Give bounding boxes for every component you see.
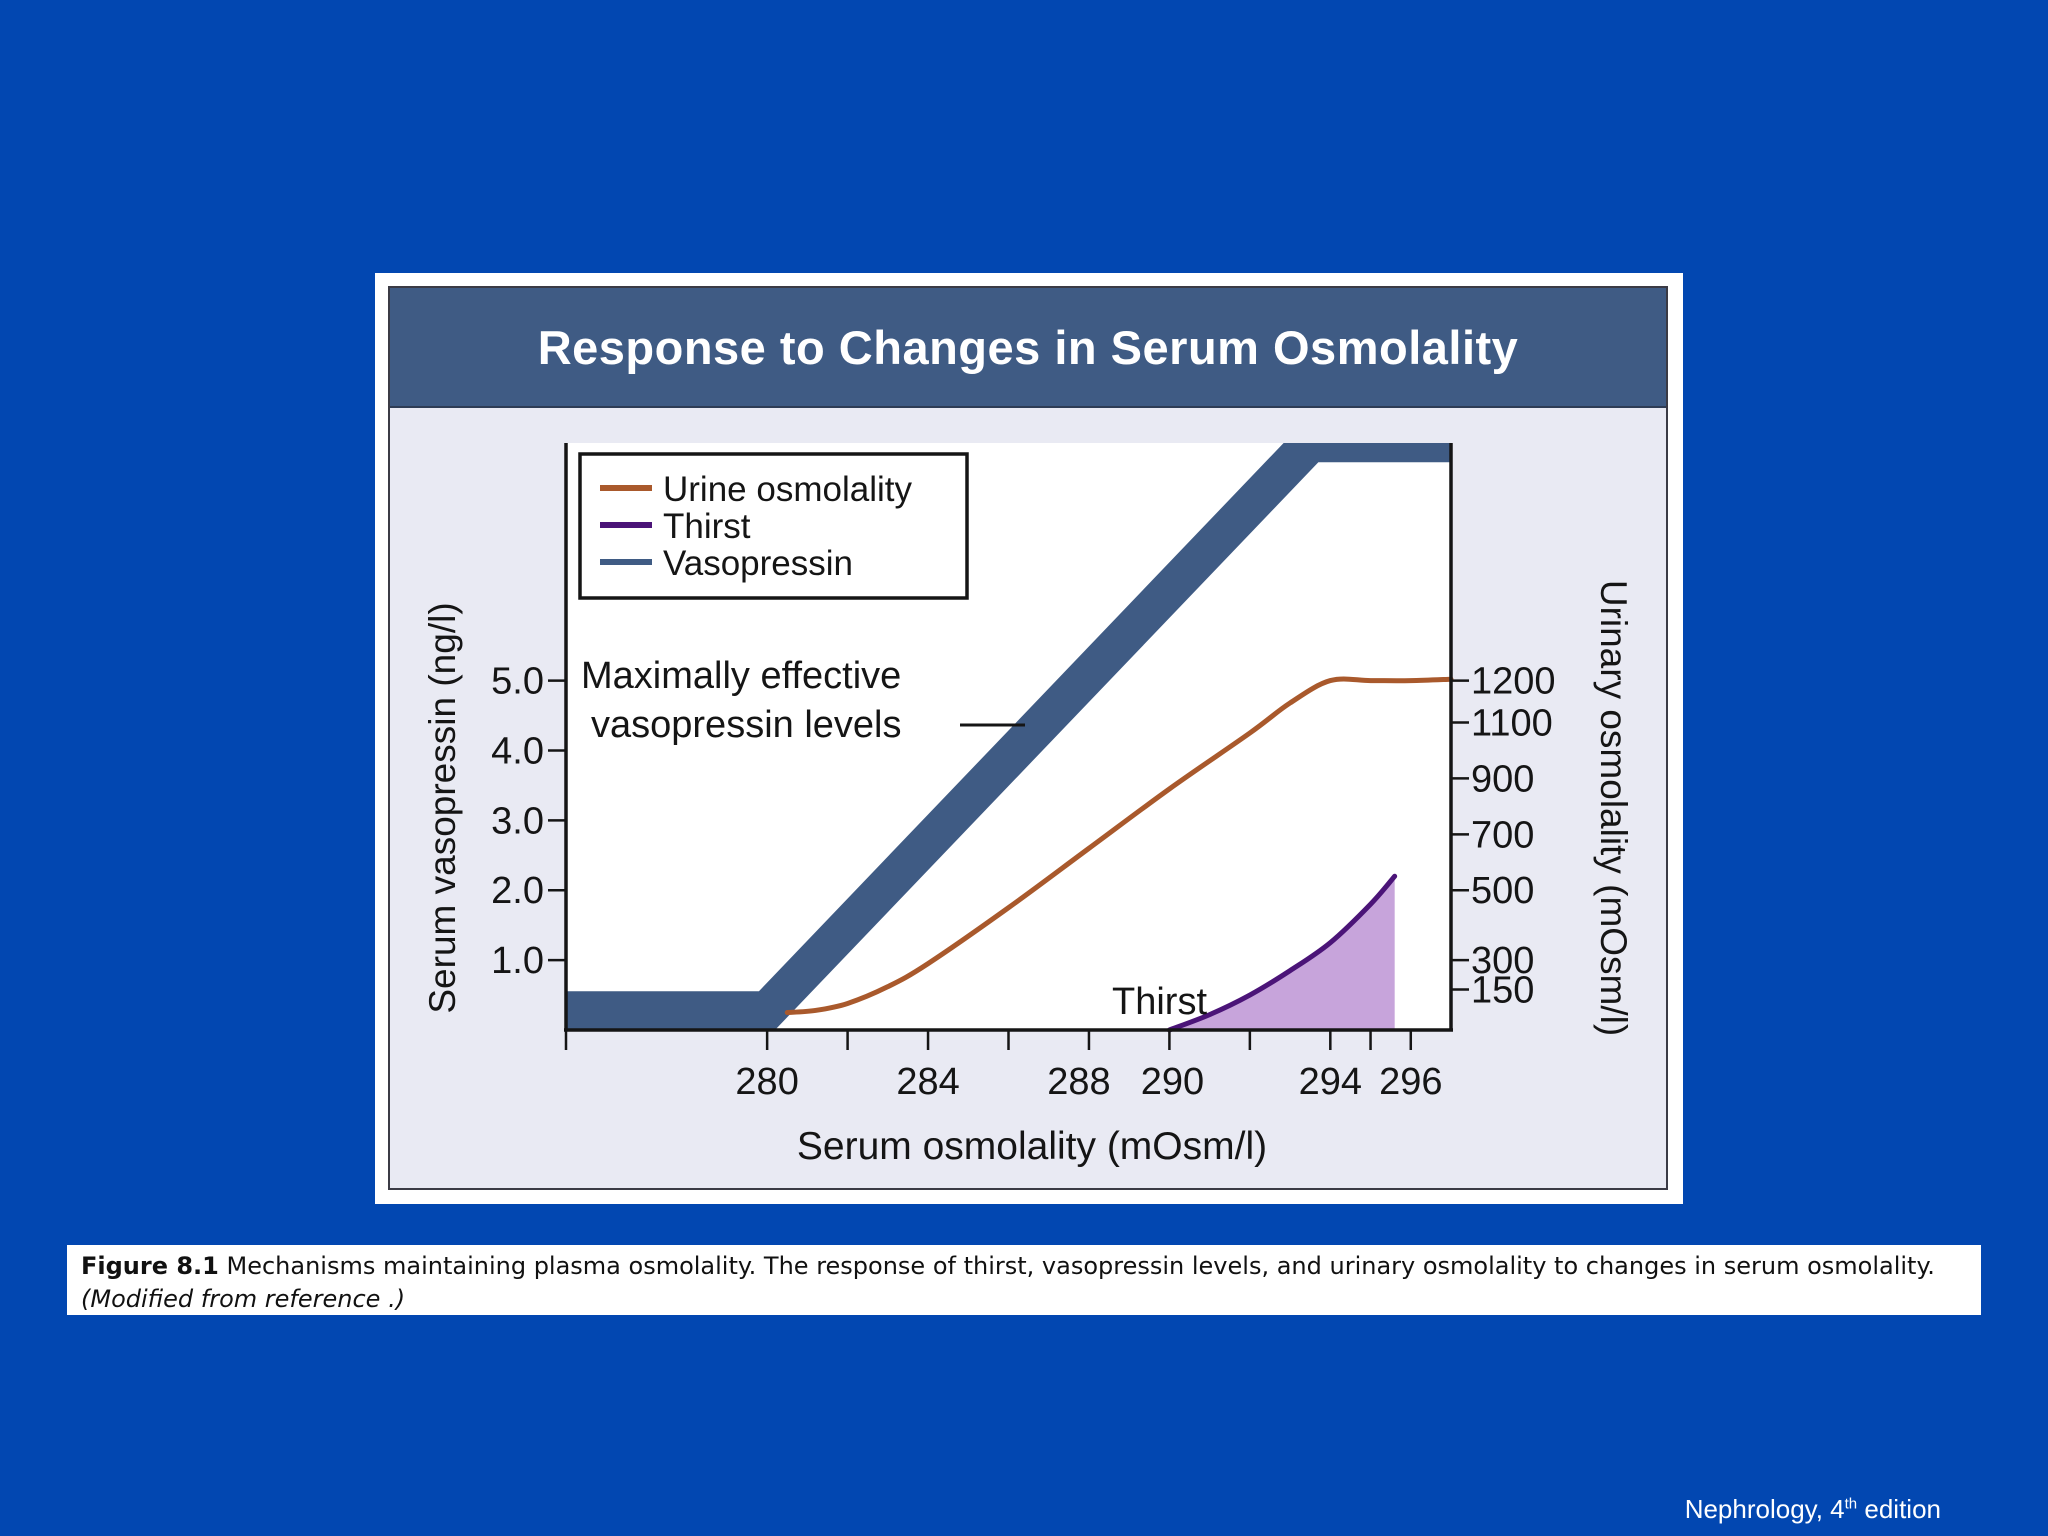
figure-panel: Response to Changes in Serum Osmolality … — [388, 286, 1668, 1190]
y-left-tick-label: 4.0 — [491, 730, 544, 772]
legend-label-vasopressin: Vasopressin — [663, 544, 853, 583]
x-tick-label: 284 — [896, 1061, 959, 1103]
figure-caption: Figure 8.1 Mechanisms maintaining plasma… — [67, 1245, 1981, 1315]
x-tick-label: 296 — [1379, 1061, 1442, 1103]
y-left-tick-label: 5.0 — [491, 661, 544, 703]
y-right-tick-label: 500 — [1471, 870, 1534, 912]
series-urine-osmolality — [784, 676, 1454, 1016]
annotation-max-effective-line1: Maximally effective — [581, 655, 901, 697]
series-thirst — [1166, 873, 1398, 1033]
figure-frame: Response to Changes in Serum Osmolality … — [375, 273, 1683, 1204]
chart-title: Response to Changes in Serum Osmolality — [537, 320, 1519, 374]
y-axis-label-left: Serum vasopressin (ng/l) — [422, 602, 463, 1013]
annotation-max-effective-line2: vasopressin levels — [591, 704, 901, 746]
y-right-tick-label: 150 — [1471, 969, 1534, 1011]
x-tick-label: 294 — [1299, 1061, 1362, 1103]
y-right-tick-label: 1100 — [1471, 703, 1553, 745]
y-right-tick-label: 900 — [1471, 758, 1534, 800]
annotation-thirst: Thirst — [1112, 981, 1207, 1023]
x-tick-label: 290 — [1141, 1061, 1204, 1103]
caption-note: (Modified from reference .) — [81, 1285, 406, 1313]
y-right-tick-label: 1200 — [1471, 661, 1556, 703]
y-right-tick-label: 700 — [1471, 814, 1534, 856]
chart-title-bar: Response to Changes in Serum Osmolality — [390, 288, 1666, 408]
caption-text: Mechanisms maintaining plasma osmolality… — [218, 1252, 1935, 1280]
y-axis-label-right: Urinary osmolality (mOsm/l) — [1593, 580, 1634, 1036]
legend-label-urine: Urine osmolality — [663, 470, 912, 509]
y-left-tick-label: 1.0 — [491, 940, 544, 982]
caption-label: Figure 8.1 — [81, 1252, 219, 1280]
footnote-edition: edition — [1857, 1494, 1941, 1524]
y-left-tick-label: 2.0 — [491, 870, 544, 912]
series-vasopressin-band — [566, 443, 1451, 1030]
footnote-source: Nephrology, 4 — [1684, 1494, 1845, 1524]
y-right-tick-label: 300 — [1471, 940, 1534, 982]
series-thirst-area — [1169, 876, 1395, 1030]
y-left-tick-label: 3.0 — [491, 800, 544, 842]
x-tick-label: 280 — [735, 1061, 798, 1103]
x-axis-label: Serum osmolality (mOsm/l) — [797, 1125, 1267, 1168]
legend-label-thirst: Thirst — [663, 507, 751, 546]
source-footnote: Nephrology, 4th edition — [1685, 1494, 1941, 1525]
footnote-superscript: th — [1844, 1495, 1858, 1513]
x-tick-label: 288 — [1047, 1061, 1110, 1103]
